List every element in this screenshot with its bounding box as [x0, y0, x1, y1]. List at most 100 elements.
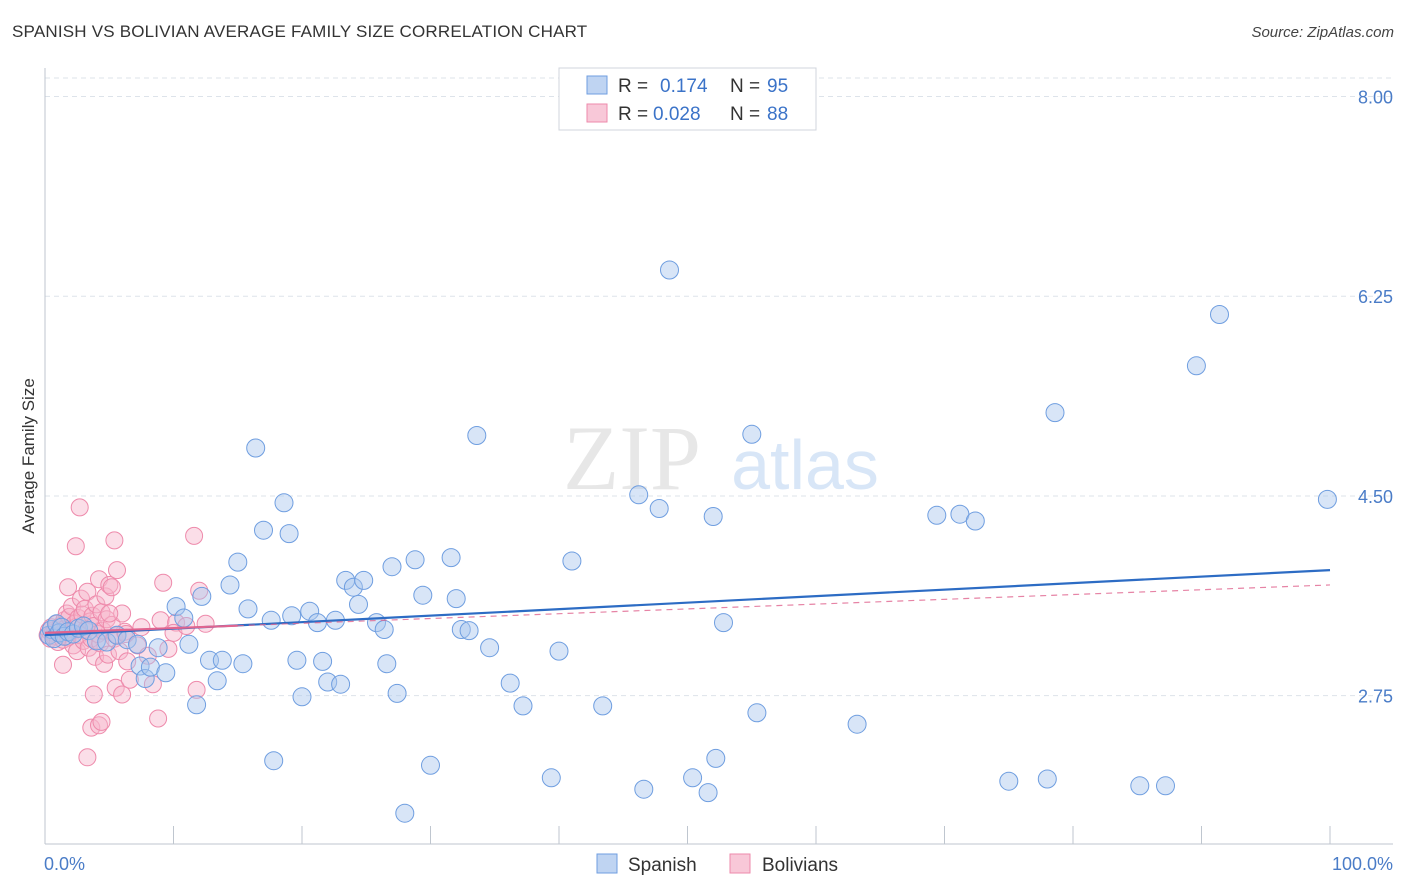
- point-bolivians-63: [92, 712, 111, 731]
- x-ticks: [173, 826, 1331, 844]
- point-bolivians-40: [90, 570, 108, 589]
- trend-lines: [44, 569, 1331, 637]
- point-bolivians-26: [72, 589, 90, 608]
- point-bolivians-79: [159, 639, 178, 658]
- bottom-legend-swatch-bolivians: [729, 853, 751, 874]
- point-bolivians-84: [187, 680, 206, 699]
- point-spanish-24: [179, 634, 199, 654]
- point-spanish-68: [500, 673, 520, 693]
- point-spanish-40: [282, 606, 302, 626]
- legend-n-label-spanish: N =: [730, 76, 760, 97]
- point-bolivians-68: [102, 578, 121, 597]
- point-spanish-37: [264, 751, 284, 771]
- point-bolivians-51: [108, 561, 126, 580]
- point-spanish-95: [1210, 305, 1229, 324]
- point-spanish-39: [279, 524, 299, 544]
- point-spanish-79: [698, 783, 718, 803]
- point-spanish-61: [421, 755, 440, 775]
- point-spanish-16: [128, 634, 147, 654]
- point-spanish-38: [274, 493, 294, 513]
- legend-swatch-spanish: [586, 75, 608, 95]
- legend-r-value-spanish: 0.174: [660, 76, 708, 97]
- point-spanish-91: [1045, 403, 1065, 423]
- point-spanish-43: [300, 601, 320, 621]
- point-bolivians-60: [84, 685, 103, 704]
- point-bolivians-77: [149, 709, 168, 728]
- point-bolivians-85: [185, 526, 204, 545]
- point-spanish-33: [238, 599, 258, 619]
- y-tick-labels: 2.75 4.50 6.25 8.00: [1358, 88, 1393, 707]
- point-spanish-28: [207, 671, 227, 691]
- legend-swatch-bolivians: [586, 103, 608, 123]
- legend-n-value-bolivians: 88: [767, 104, 788, 125]
- point-spanish-63: [446, 589, 466, 609]
- point-bolivians-58: [66, 537, 85, 556]
- point-spanish-94: [1186, 356, 1206, 376]
- point-spanish-26: [192, 586, 212, 606]
- point-spanish-54: [374, 620, 394, 639]
- point-spanish-35: [254, 520, 273, 540]
- point-spanish-80: [703, 507, 723, 526]
- point-spanish-41: [287, 650, 307, 670]
- series-legend: Spanish Bolivians: [596, 853, 838, 876]
- point-bolivians-64: [78, 748, 97, 767]
- legend-r-label-bolivians: R =: [618, 104, 648, 125]
- point-spanish-17: [130, 656, 150, 676]
- point-spanish-75: [634, 779, 654, 799]
- correlation-legend: R = 0.174 N = 95 R = 0.028 N = 88: [558, 67, 817, 131]
- point-bolivians-31: [78, 582, 97, 601]
- watermark-zip: ZIP: [563, 407, 701, 509]
- legend-r-label-spanish: R =: [618, 76, 648, 97]
- watermark-atlas: atlas: [731, 426, 879, 504]
- point-spanish-20: [148, 638, 168, 658]
- point-spanish-23: [174, 608, 194, 628]
- x-tick-label-max: 100.0%: [1332, 854, 1393, 874]
- point-spanish-21: [156, 663, 176, 683]
- series-bolivians-points: [38, 498, 215, 767]
- point-bolivians-71: [105, 531, 124, 550]
- point-spanish-89: [999, 771, 1019, 791]
- point-spanish-48: [331, 674, 351, 694]
- point-spanish-96: [1317, 489, 1337, 509]
- point-spanish-18: [135, 669, 155, 688]
- point-bolivians-87: [196, 614, 215, 633]
- chart-source: Source: ZipAtlas.com: [1251, 24, 1394, 41]
- point-spanish-52: [354, 570, 374, 590]
- x-tick-label-min: 0.0%: [44, 854, 85, 874]
- point-spanish-65: [459, 621, 479, 641]
- legend-n-label-bolivians: N =: [730, 104, 760, 125]
- chart-title: SPANISH VS BOLIVIAN AVERAGE FAMILY SIZE …: [12, 22, 588, 41]
- trend-line-spanish: [44, 569, 1331, 637]
- point-spanish-29: [212, 650, 232, 670]
- y-tick-label-2: 6.25: [1358, 287, 1393, 307]
- point-bolivians-62: [90, 716, 108, 735]
- point-spanish-70: [541, 768, 561, 788]
- point-bolivians-66: [113, 685, 132, 704]
- point-spanish-69: [513, 696, 533, 716]
- point-spanish-74: [629, 485, 649, 505]
- point-spanish-45: [313, 651, 333, 671]
- point-bolivians-80: [154, 573, 173, 592]
- bottom-legend-swatch-spanish: [596, 853, 618, 874]
- point-spanish-78: [683, 768, 703, 788]
- point-spanish-85: [847, 714, 867, 734]
- point-spanish-25: [187, 695, 207, 715]
- y-tick-label-1: 4.50: [1358, 487, 1393, 507]
- point-spanish-77: [660, 260, 679, 280]
- point-spanish-83: [742, 424, 762, 444]
- point-bolivians-83: [177, 617, 196, 635]
- point-spanish-64: [451, 620, 471, 639]
- point-spanish-84: [747, 703, 767, 723]
- point-bolivians-48: [100, 576, 119, 594]
- point-spanish-90: [1037, 769, 1057, 789]
- legend-r-value-bolivians: 0.028: [653, 104, 701, 125]
- point-bolivians-45: [96, 587, 115, 606]
- point-spanish-73: [593, 696, 613, 716]
- series-spanish-points: [39, 260, 1337, 823]
- point-bolivians-53: [113, 604, 132, 623]
- point-spanish-22: [166, 597, 186, 617]
- point-spanish-55: [377, 654, 397, 674]
- point-bolivians-44: [95, 654, 114, 673]
- point-spanish-36: [261, 610, 281, 630]
